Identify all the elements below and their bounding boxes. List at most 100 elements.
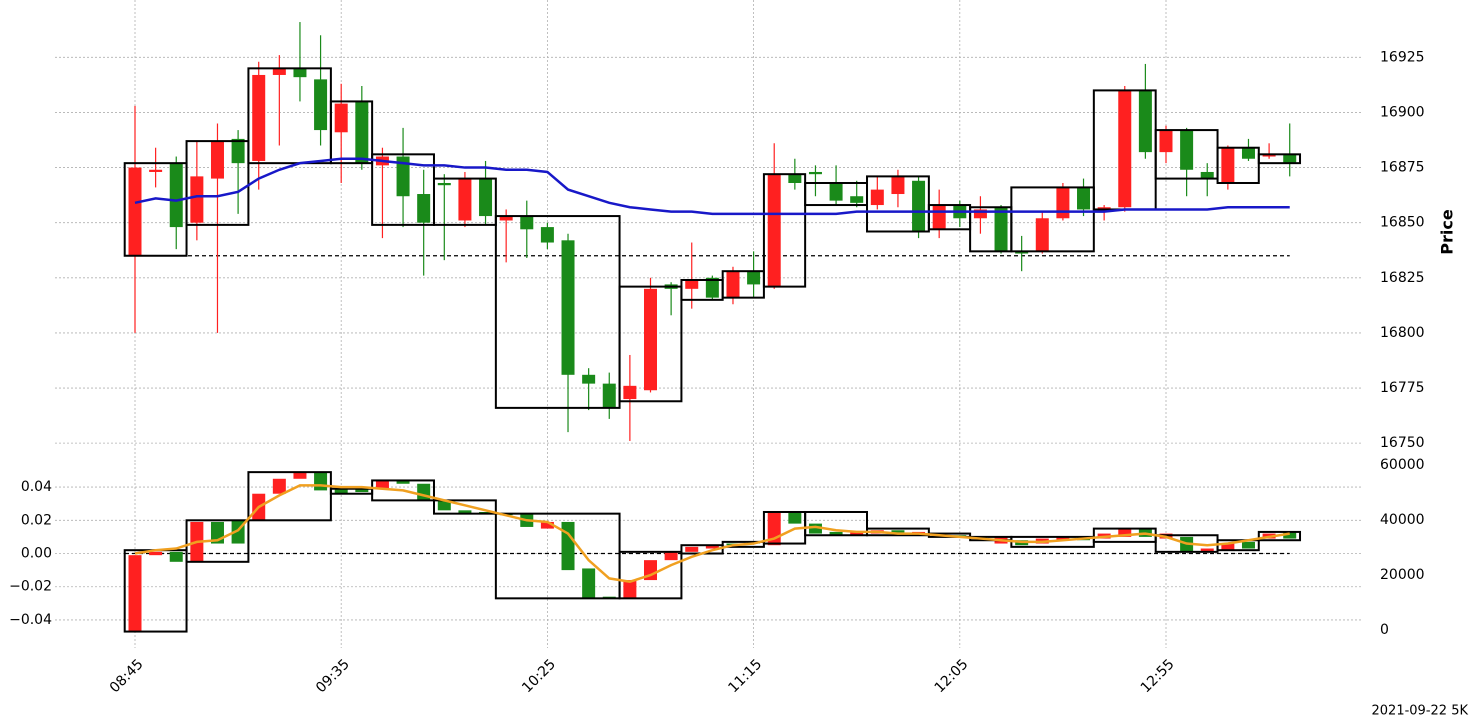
- candle-body: [540, 227, 554, 243]
- candle-body: [1077, 187, 1091, 210]
- candle-body: [1056, 187, 1070, 219]
- candle-body: [623, 385, 637, 400]
- candle-body: [582, 568, 596, 599]
- x-tick-label: 12:05: [932, 656, 972, 696]
- candle-body: [293, 68, 307, 78]
- candle-body: [252, 74, 266, 161]
- candle-body: [355, 101, 369, 164]
- candle-body: [1200, 171, 1214, 179]
- candle-body: [602, 383, 616, 408]
- candle-body: [396, 480, 410, 484]
- candle-body: [169, 551, 183, 562]
- candle-body: [149, 169, 163, 172]
- y-tick-label: 16775: [1380, 380, 1425, 396]
- y-tick-label: 16875: [1380, 160, 1425, 176]
- candle-body: [850, 531, 864, 536]
- candle-body: [231, 138, 245, 164]
- candle-body: [767, 174, 781, 287]
- candle-body: [1056, 536, 1070, 541]
- candle-body: [1015, 251, 1029, 254]
- candle-body: [1241, 541, 1255, 549]
- candle-body: [334, 488, 348, 494]
- range-box: [1216, 146, 1260, 184]
- candle-body: [994, 207, 1008, 252]
- y-tick-label: 16750: [1380, 435, 1425, 451]
- candle-body: [1241, 147, 1255, 159]
- candle-body: [747, 271, 761, 285]
- footer: 2021-09-22 5K: [1372, 704, 1469, 719]
- candle-body: [788, 174, 802, 183]
- candle-body: [623, 580, 637, 599]
- candle-body: [705, 545, 719, 549]
- range-box: [1257, 530, 1302, 542]
- candle-body: [829, 182, 843, 201]
- range-box: [247, 471, 332, 522]
- candle-body: [458, 510, 472, 514]
- candle-body: [1200, 548, 1214, 552]
- candle-body: [396, 156, 410, 197]
- candle-body: [788, 511, 802, 524]
- range-box: [371, 479, 435, 502]
- range-box: [804, 510, 868, 537]
- candle-body: [1159, 130, 1173, 153]
- y2-tick-label: 60000: [1380, 457, 1425, 473]
- candle-body: [293, 472, 307, 479]
- candle-body: [582, 374, 596, 384]
- candle-body: [314, 79, 328, 131]
- candle-body: [334, 103, 348, 133]
- candle-body: [664, 551, 678, 561]
- candle-body: [437, 182, 451, 186]
- candle-body: [891, 530, 905, 534]
- candle-body: [685, 546, 699, 552]
- range-box: [185, 140, 250, 226]
- candle-body: [190, 176, 204, 223]
- candle-body: [726, 271, 740, 298]
- y-tick-label: 16800: [1380, 325, 1425, 341]
- candle-body: [272, 68, 286, 75]
- candle-body: [128, 555, 142, 632]
- candle-body: [870, 189, 884, 206]
- x-tick-label: 12:55: [1138, 656, 1178, 696]
- candle-body: [644, 288, 657, 391]
- candle-body: [149, 551, 163, 556]
- candle-body: [1118, 90, 1132, 208]
- candle-body: [1221, 147, 1235, 183]
- y-tick-label: 16825: [1380, 270, 1425, 286]
- candle-body: [973, 209, 987, 219]
- x-tick-label: 11:15: [725, 656, 765, 696]
- range-box: [866, 175, 930, 233]
- y-tick-label: 16925: [1380, 49, 1425, 65]
- candle-body: [932, 205, 946, 230]
- candle-body: [272, 478, 286, 494]
- candle-body: [1221, 543, 1235, 551]
- candle-body: [1118, 528, 1132, 537]
- candle-body: [417, 194, 431, 223]
- candle-body: [417, 483, 431, 501]
- candle-body: [520, 216, 534, 230]
- range-box: [494, 215, 621, 409]
- candle-body: [1035, 218, 1049, 252]
- range-box: [1010, 186, 1095, 253]
- candle-body: [375, 480, 389, 489]
- range-box: [329, 100, 374, 165]
- candle-body: [808, 523, 822, 534]
- candle-body: [561, 240, 575, 375]
- y2-tick-label: 0: [1380, 622, 1389, 638]
- y2-tick-label: 40000: [1380, 512, 1425, 528]
- candle-body: [1262, 154, 1276, 157]
- candle-body: [891, 176, 905, 195]
- range-box: [185, 519, 250, 563]
- y-tick-label: 16850: [1380, 215, 1425, 231]
- candle-body: [499, 216, 513, 221]
- candle-body: [705, 277, 719, 298]
- candle-body: [479, 178, 493, 217]
- y-axis-label: Price: [1438, 209, 1457, 255]
- y-tick-label: 0.04: [21, 479, 52, 495]
- y-tick-label: −0.02: [9, 579, 52, 595]
- candle-body: [128, 167, 142, 256]
- candle-body: [912, 180, 926, 232]
- candle-body: [1283, 154, 1297, 164]
- candle-body: [1180, 130, 1194, 170]
- x-tick-label: 08:45: [107, 656, 147, 696]
